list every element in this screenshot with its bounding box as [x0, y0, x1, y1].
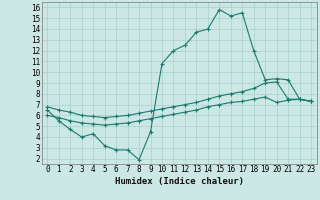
- X-axis label: Humidex (Indice chaleur): Humidex (Indice chaleur): [115, 177, 244, 186]
